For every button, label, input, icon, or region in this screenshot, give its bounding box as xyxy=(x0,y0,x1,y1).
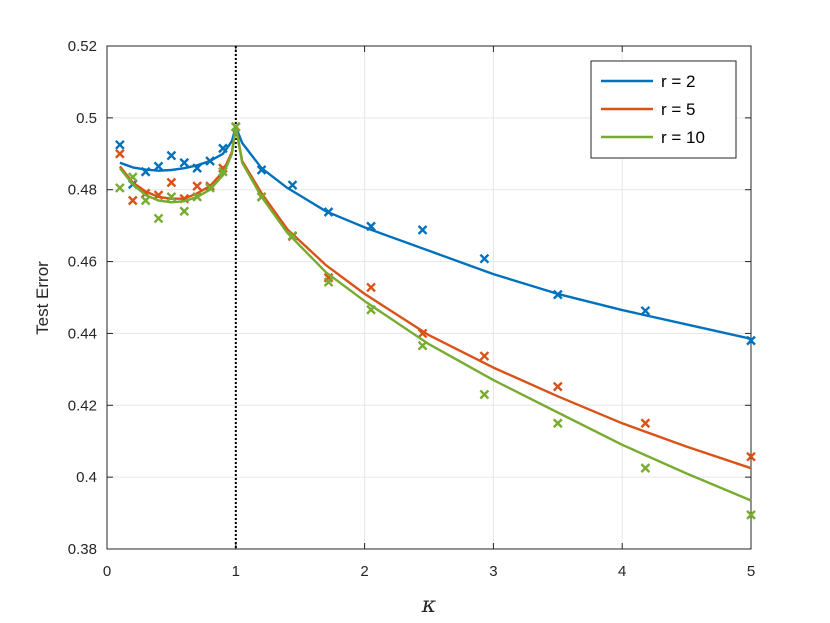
data-point xyxy=(287,180,298,190)
data-point xyxy=(746,451,756,462)
data-point xyxy=(153,161,164,172)
data-point xyxy=(256,165,267,175)
data-point xyxy=(479,389,490,400)
data-point xyxy=(366,221,376,232)
x-tick-label: 4 xyxy=(618,563,626,580)
tick-labels: 0 1 2 3 4 5 0.38 0.4 0.42 0.44 0.46 0.48 0.5 0.52 xyxy=(68,38,755,580)
data-point xyxy=(640,418,651,429)
series-1 xyxy=(115,121,756,346)
data-point xyxy=(323,207,334,217)
data-point xyxy=(323,277,334,287)
y-tick-label: 0.4 xyxy=(76,469,97,486)
data-point xyxy=(640,463,651,474)
legend: r = 2 r = 5 r = 10 xyxy=(590,60,737,159)
legend-label: r = 2 xyxy=(661,72,696,91)
data-point xyxy=(192,192,203,202)
data-point xyxy=(205,156,215,166)
data-point xyxy=(153,190,164,200)
x-tick-label: 1 xyxy=(232,563,240,580)
x-tick-label: 2 xyxy=(360,563,368,580)
data-point xyxy=(640,305,651,316)
axes-box xyxy=(106,45,752,550)
data-point xyxy=(230,121,241,132)
data-point xyxy=(256,192,267,202)
y-tick-label: 0.44 xyxy=(68,325,97,342)
data-point xyxy=(127,172,138,182)
x-axis-label: κ xyxy=(421,593,437,618)
data-point xyxy=(287,230,298,241)
data-point xyxy=(746,510,756,520)
data-point xyxy=(166,177,177,188)
legend-label: r = 10 xyxy=(661,128,705,147)
x-tick-label: 5 xyxy=(747,563,755,580)
series-3 xyxy=(115,121,756,520)
data-point xyxy=(179,206,190,217)
data-point xyxy=(552,418,563,429)
data-point xyxy=(746,335,756,346)
data-point xyxy=(552,381,563,392)
data-point xyxy=(205,183,215,193)
data-point xyxy=(192,163,203,174)
y-tick-label: 0.52 xyxy=(68,38,97,55)
data-point xyxy=(366,304,376,315)
x-tick-label: 0 xyxy=(103,563,111,580)
data-point xyxy=(192,181,203,191)
data-point xyxy=(140,166,151,177)
data-point xyxy=(179,157,190,168)
y-axis-label: Test Error xyxy=(33,261,52,335)
axes xyxy=(106,45,752,550)
data-point xyxy=(552,289,563,300)
x-tick-label: 3 xyxy=(489,563,497,580)
data-point xyxy=(115,139,125,150)
y-tick-label: 0.46 xyxy=(68,254,97,271)
data-point xyxy=(417,328,428,339)
y-tick-label: 0.42 xyxy=(68,397,97,414)
data-point xyxy=(140,195,151,206)
series-line xyxy=(118,125,752,502)
data-point xyxy=(115,148,125,159)
legend-label: r = 5 xyxy=(661,100,696,119)
data-point xyxy=(153,213,164,224)
y-tick-label: 0.5 xyxy=(76,110,97,127)
data-point xyxy=(205,181,215,191)
data-point xyxy=(218,143,228,154)
series-line xyxy=(119,125,752,340)
series-group xyxy=(115,121,756,520)
data-point xyxy=(479,253,490,264)
data-point xyxy=(218,166,228,177)
data-point xyxy=(417,340,428,351)
data-point xyxy=(127,195,138,206)
data-point xyxy=(166,150,177,161)
data-point xyxy=(366,282,376,293)
data-point xyxy=(479,351,490,361)
data-point xyxy=(115,183,125,193)
data-point xyxy=(417,225,428,235)
y-tick-label: 0.38 xyxy=(68,541,97,558)
y-tick-label: 0.48 xyxy=(68,182,97,199)
data-point xyxy=(166,192,177,202)
